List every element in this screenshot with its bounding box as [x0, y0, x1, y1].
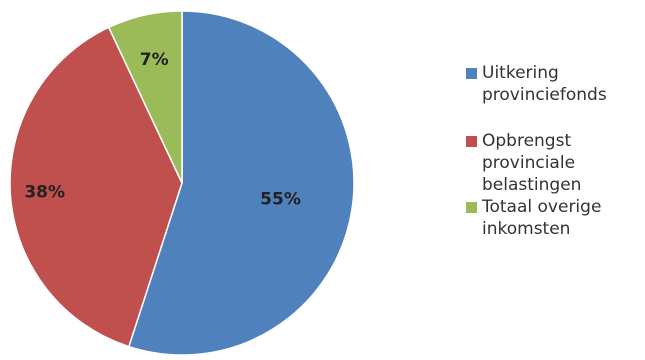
- legend-item-uitkering-provinciefonds: Uitkering provinciefonds: [466, 62, 642, 106]
- legend-label: Totaal overige inkomsten: [482, 197, 602, 239]
- pie-slice-opbrengst-provinciale-belastingen: [9, 26, 183, 348]
- pie-chart: 55% 38% 7%: [9, 10, 355, 356]
- legend-item-opbrengst-provinciale-belastingen: Opbrengst provinciale belastingen: [466, 130, 642, 196]
- pie-data-labels: 55% 38% 7%: [24, 50, 301, 210]
- legend: Uitkering provinciefonds Opbrengst provi…: [466, 62, 642, 240]
- pie-slice-totaal-overige-inkomsten: [107, 10, 183, 184]
- data-label-uitkering-provinciefonds: 55%: [260, 190, 301, 210]
- pie-slice-uitkering-provinciefonds: [127, 10, 355, 356]
- legend-swatch: [466, 202, 477, 213]
- data-label-opbrengst-provinciale-belastingen: 38%: [24, 183, 65, 203]
- legend-label: Uitkering provinciefonds: [482, 63, 607, 105]
- legend-item-totaal-overige-inkomsten: Totaal overige inkomsten: [466, 196, 642, 240]
- pie-slices: [9, 10, 355, 356]
- legend-label: Opbrengst provinciale belastingen: [482, 131, 582, 195]
- legend-swatch: [466, 68, 477, 79]
- legend-swatch: [466, 136, 477, 147]
- data-label-totaal-overige-inkomsten: 7%: [140, 50, 169, 70]
